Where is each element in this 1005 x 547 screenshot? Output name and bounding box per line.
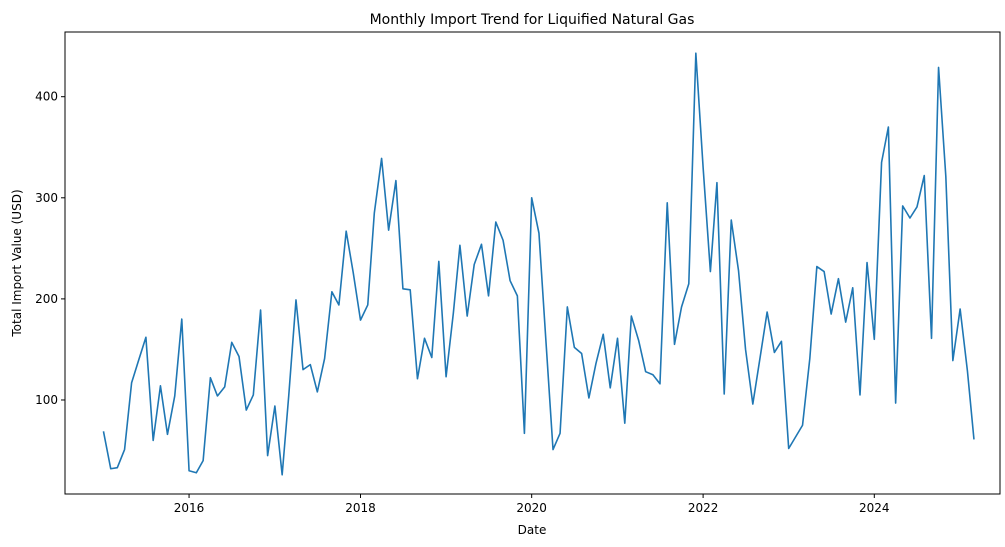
x-tick-label: 2016 <box>174 501 205 515</box>
chart-title: Monthly Import Trend for Liquified Natur… <box>370 12 695 28</box>
y-axis-label: Total Import Value (USD) <box>10 189 24 337</box>
y-tick-label: 400 <box>35 90 58 104</box>
series-group <box>102 52 975 476</box>
x-tick-label: 2020 <box>516 501 547 515</box>
plot-frame <box>64 31 1001 495</box>
x-axis-label: Date <box>518 523 547 537</box>
x-tick-label: 2022 <box>688 501 719 515</box>
x-tick-label: 2024 <box>859 501 890 515</box>
x-tick-label: 2018 <box>345 501 376 515</box>
y-tick-label: 300 <box>35 191 58 205</box>
series-line <box>102 52 975 476</box>
y-tick-label: 100 <box>35 393 58 407</box>
y-axis-ticks: 100 200 300 400 <box>35 90 65 407</box>
x-axis-ticks: 2016 2018 2020 2022 2024 <box>174 494 890 515</box>
y-tick-label: 200 <box>35 292 58 306</box>
